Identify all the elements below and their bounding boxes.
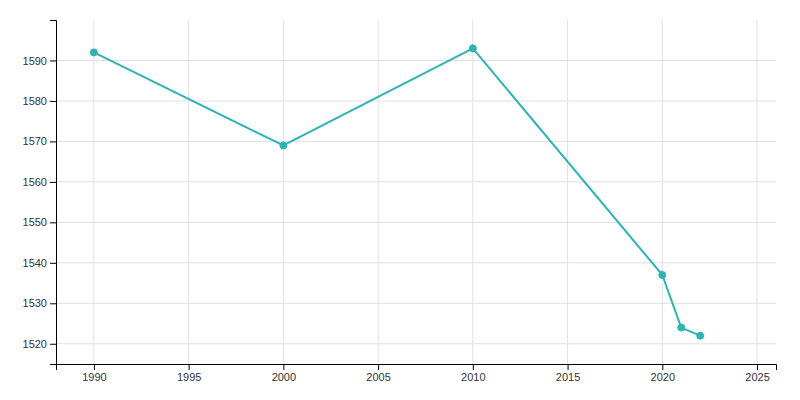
grid-line-y bbox=[56, 141, 776, 142]
x-axis-tick-mark bbox=[473, 364, 474, 370]
y-axis-tick-mark bbox=[50, 60, 56, 61]
plot-area: 1990 1995 2000 2005 2010 2015 2020 2025 1520 1530… bbox=[23, 20, 777, 383]
y-axis-tick: 1520 bbox=[23, 338, 56, 350]
x-axis: 1990 1995 2000 2005 2010 2015 2020 2025 bbox=[57, 364, 777, 383]
y-axis-line bbox=[50, 21, 57, 365]
x-axis-tick-label: 2005 bbox=[366, 371, 390, 383]
grid-line-x bbox=[472, 20, 473, 364]
grid-line-x bbox=[188, 20, 189, 364]
grid-line-x bbox=[662, 20, 663, 364]
x-axis-tick-label: 2015 bbox=[556, 371, 580, 383]
x-axis-line bbox=[57, 365, 777, 371]
point bbox=[678, 324, 685, 331]
x-axis-tick-mark bbox=[283, 364, 284, 370]
grid-line-y bbox=[56, 303, 776, 304]
chart-svg: 1990 1995 2000 2005 2010 2015 2020 2025 1520 1530… bbox=[0, 0, 800, 400]
x-axis-tick: 2015 bbox=[556, 364, 580, 383]
x-axis-tick-label: 2000 bbox=[272, 371, 296, 383]
y-axis-tick-mark bbox=[50, 141, 56, 142]
line bbox=[94, 48, 700, 335]
grid bbox=[56, 20, 776, 364]
x-axis-tick-label: 1990 bbox=[82, 371, 106, 383]
y-axis: 1520 1530 1540 1550 1560 1570 1580 1590 bbox=[23, 21, 57, 365]
y-axis-tick-label: 1580 bbox=[23, 95, 47, 107]
point bbox=[659, 271, 666, 278]
y-axis-tick-mark bbox=[50, 344, 56, 345]
y-axis-tick-label: 1540 bbox=[23, 257, 47, 269]
x-axis-tick-label: 1995 bbox=[177, 371, 201, 383]
point bbox=[280, 142, 287, 149]
x-axis-tick-mark bbox=[568, 364, 569, 370]
y-axis-tick-mark bbox=[50, 101, 56, 102]
grid-line-y bbox=[56, 222, 776, 223]
x-axis-tick: 1990 bbox=[82, 364, 106, 383]
point bbox=[90, 49, 97, 56]
x-axis-tick-label: 2010 bbox=[461, 371, 485, 383]
grid-line-x bbox=[283, 20, 284, 364]
x-axis-tick: 2000 bbox=[272, 364, 296, 383]
y-axis-tick: 1530 bbox=[23, 297, 56, 309]
y-axis-tick-label: 1530 bbox=[23, 297, 47, 309]
x-axis-tick-mark bbox=[378, 364, 379, 370]
y-axis-tick-label: 1560 bbox=[23, 176, 47, 188]
x-axis-tick: 2025 bbox=[745, 364, 769, 383]
y-axis-tick-label: 1550 bbox=[23, 216, 47, 228]
x-axis-tick: 2020 bbox=[651, 364, 675, 383]
series bbox=[90, 45, 703, 339]
x-axis-tick-mark bbox=[94, 364, 95, 370]
point bbox=[697, 332, 704, 339]
grid-line-y bbox=[56, 100, 776, 101]
y-axis-tick-mark bbox=[50, 263, 56, 264]
y-axis-tick-label: 1590 bbox=[23, 54, 47, 66]
y-axis-tick: 1550 bbox=[23, 216, 56, 228]
y-axis-tick-mark bbox=[50, 303, 56, 304]
grid-line-y bbox=[56, 343, 776, 344]
grid-line-y bbox=[56, 262, 776, 263]
x-axis-tick: 2010 bbox=[461, 364, 485, 383]
x-axis-tick-label: 2025 bbox=[745, 371, 769, 383]
grid-line-x bbox=[378, 20, 379, 364]
y-axis-tick-mark bbox=[50, 222, 56, 223]
x-axis-tick-mark bbox=[662, 364, 663, 370]
grid-line-x bbox=[757, 20, 758, 364]
grid-line-y bbox=[56, 181, 776, 182]
y-axis-tick-label: 1570 bbox=[23, 135, 47, 147]
x-axis-tick-mark bbox=[189, 364, 190, 370]
x-axis-tick-label: 2020 bbox=[651, 371, 675, 383]
y-axis-tick: 1560 bbox=[23, 176, 56, 188]
x-axis-tick: 2005 bbox=[366, 364, 390, 383]
y-axis-tick: 1580 bbox=[23, 95, 56, 107]
y-axis-tick: 1590 bbox=[23, 54, 56, 66]
point bbox=[469, 45, 476, 52]
y-axis-tick-mark bbox=[50, 182, 56, 183]
grid-line-x bbox=[567, 20, 568, 364]
grid-line-x bbox=[93, 20, 94, 364]
grid-line-y bbox=[56, 60, 776, 61]
x-axis-tick: 1995 bbox=[177, 364, 201, 383]
y-axis-tick-label: 1520 bbox=[23, 338, 47, 350]
y-axis-tick: 1570 bbox=[23, 135, 56, 147]
x-axis-tick-mark bbox=[757, 364, 758, 370]
y-axis-tick: 1540 bbox=[23, 257, 56, 269]
